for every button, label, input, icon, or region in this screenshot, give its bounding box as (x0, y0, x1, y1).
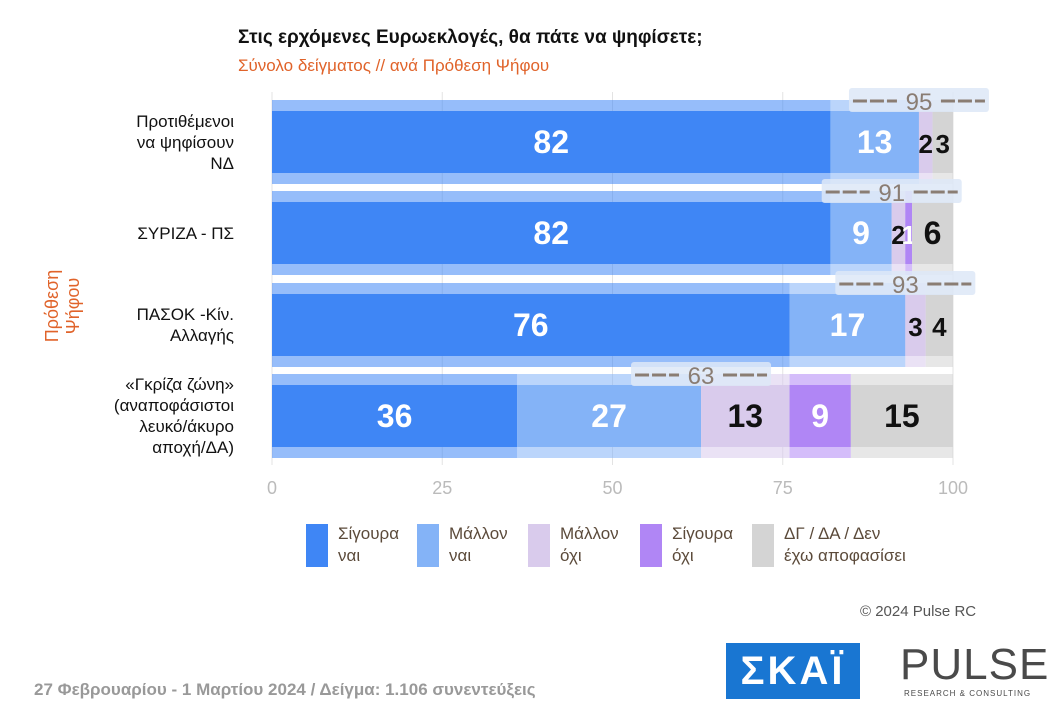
data-label: 2 (891, 220, 905, 250)
footer: 27 Φεβρουαρίου - 1 Μαρτίου 2024 / Δείγμα… (34, 680, 536, 699)
data-label: 9 (811, 398, 829, 434)
total-label: 91 (878, 180, 905, 207)
total-label: 63 (688, 363, 715, 390)
logo-pulse: PULSE (900, 640, 1047, 689)
total-box (821, 179, 962, 203)
bar (830, 111, 919, 173)
data-label: 6 (924, 215, 942, 251)
legend-swatch (306, 524, 328, 567)
bar (789, 294, 906, 356)
bar (891, 202, 906, 264)
legend-label: Μάλλον όχι (560, 524, 619, 565)
total-box (848, 88, 989, 112)
legend-label: Σίγουρα ναι (338, 524, 400, 565)
data-label: 82 (533, 215, 569, 251)
data-label: 3 (936, 129, 950, 159)
bar (850, 385, 953, 447)
total-label: 95 (906, 89, 933, 116)
bar (272, 202, 831, 264)
category-label: ΣΥΡΙΖΑ - ΠΣ (137, 223, 234, 243)
legend-label: Σίγουρα όχι (672, 524, 734, 565)
bar (272, 294, 790, 356)
x-tick-label: 75 (773, 478, 793, 498)
data-label: 15 (884, 398, 920, 434)
chart-title: Στις ερχόμενες Ευρωεκλογές, θα πάτε να ψ… (238, 27, 703, 48)
total-label: 93 (892, 272, 919, 299)
x-tick-label: 0 (267, 478, 277, 498)
data-label: 76 (513, 307, 549, 343)
bar (905, 202, 913, 264)
total-box (631, 362, 772, 386)
legend-swatch (752, 524, 774, 567)
bar (912, 202, 953, 264)
logo-pulse-sub: RESEARCH & CONSULTING (904, 689, 1032, 698)
x-tick-label: 50 (602, 478, 622, 498)
category-label: Προτιθέμενοι να ψηφίσουν ΝΔ (136, 111, 234, 173)
legend-label: ΔΓ / ΔΑ / Δεν έχω αποφασίσει (784, 524, 906, 565)
bar (789, 385, 851, 447)
legend-label: Μάλλον ναι (449, 524, 508, 565)
y-axis-label: Πρόθεση Ψήφου (42, 269, 83, 343)
chart-subtitle: Σύνολο δείγματος // ανά Πρόθεση Ψήφου (238, 56, 550, 75)
x-tick-label: 25 (432, 478, 452, 498)
x-tick-label: 100 (938, 478, 968, 498)
data-label: 4 (932, 312, 947, 342)
bar (932, 111, 953, 173)
data-label: 9 (852, 215, 870, 251)
data-label: 36 (377, 398, 413, 434)
bar (517, 385, 702, 447)
data-label: 13 (727, 398, 763, 434)
bar (701, 385, 790, 447)
bar (272, 111, 831, 173)
bar (272, 385, 518, 447)
data-label: 17 (830, 307, 866, 343)
legend-swatch (417, 524, 439, 567)
bar (830, 202, 892, 264)
data-label: 3 (908, 312, 922, 342)
data-label: 82 (533, 124, 569, 160)
legend-swatch (640, 524, 662, 567)
data-label: 2 (919, 129, 933, 159)
logo-skai: ΣΚΑΪ (726, 643, 860, 699)
data-label: 13 (857, 124, 893, 160)
bar (925, 294, 953, 356)
category-label: ΠΑΣΟΚ -Κίν. Αλλαγής (136, 305, 234, 345)
category-label: «Γκρίζα ζώνη» (αναποφάσιστοι λευκό/άκυρο… (113, 375, 234, 457)
bar (918, 111, 933, 173)
copyright: © 2024 Pulse RC (860, 603, 977, 620)
data-label: 27 (591, 398, 627, 434)
total-box (835, 271, 976, 295)
bar (905, 294, 926, 356)
legend-swatch (528, 524, 550, 567)
